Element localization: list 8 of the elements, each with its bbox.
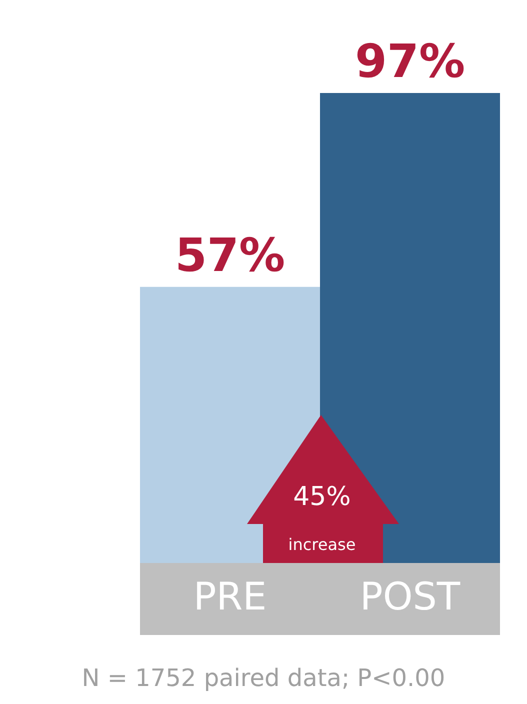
x-tick-label: PRE	[193, 574, 267, 618]
arrow-icon: 45% increase	[247, 415, 399, 563]
data-label: 57%	[174, 228, 286, 282]
annotation: increase	[288, 535, 356, 554]
x-tick-label: POST	[360, 574, 461, 618]
annotation: 45%	[293, 482, 351, 512]
text: N = 1752 paired data; P<0.00	[80, 664, 446, 692]
data-label: 97%	[354, 34, 466, 88]
